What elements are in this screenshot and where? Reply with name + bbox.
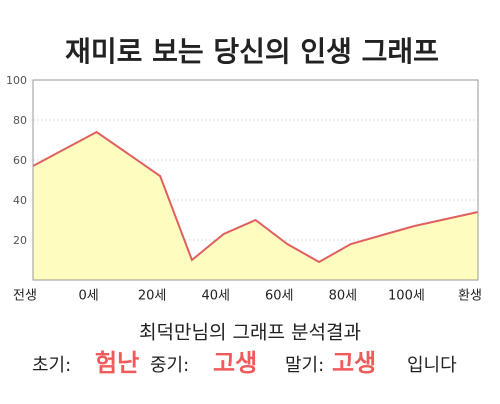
stage-value: 고생 [213, 349, 257, 377]
x-tick-label: 40세 [201, 289, 230, 304]
x-tick-label: 60세 [265, 289, 294, 304]
x-tick-label: 100세 [388, 289, 425, 304]
chart-title: 재미로 보는 당신의 인생 그래프 [65, 35, 439, 68]
x-tick-label: 환생 [458, 289, 482, 304]
stage-value: 고생 [332, 349, 376, 377]
y-tick-label: 100 [6, 74, 27, 87]
analysis-title: 최덕만님의 그래프 분석결과 [139, 322, 361, 344]
line [32, 130, 479, 264]
y-tick-label: 20 [13, 234, 27, 247]
stage-label: 말기: [285, 355, 324, 376]
x-tick-label: 0세 [78, 289, 98, 304]
ending: 입니다 [407, 355, 457, 376]
y-tick-label: 80 [13, 114, 27, 127]
x-tick-label: 전생 [13, 289, 37, 304]
stage-label: 초기: [32, 355, 71, 376]
y-tick-label: 60 [13, 154, 27, 167]
analysis-result: 초기: 험난 중기: 고생 말기: 고생 입니다 [32, 349, 457, 377]
plot-area [32, 79, 479, 281]
area [33, 132, 478, 280]
x-tick-label: 20세 [138, 289, 167, 304]
stage-value: 험난 [95, 349, 139, 377]
y-tick-label: 40 [13, 194, 27, 207]
stage-label: 중기: [150, 355, 189, 376]
x-tick-label: 80세 [329, 289, 358, 304]
